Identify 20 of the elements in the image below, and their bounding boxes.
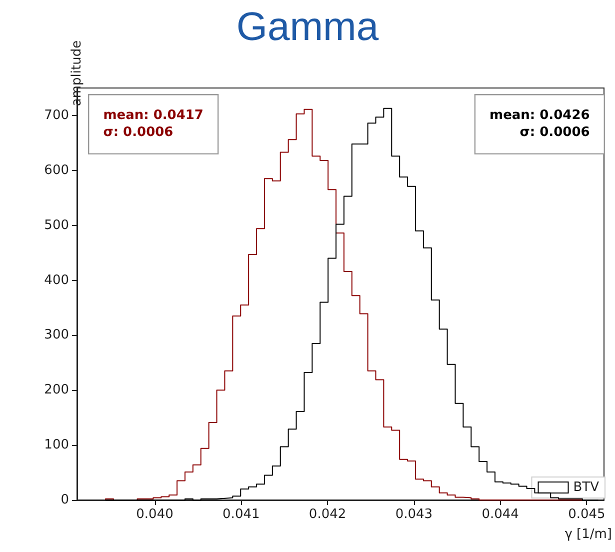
annotation: mean: 0.0417 σ: 0.0006 xyxy=(103,108,204,140)
x-tick-label: 0.045 xyxy=(568,507,606,522)
y-tick-label: 500 xyxy=(44,218,69,233)
y-tick-label: 700 xyxy=(44,108,69,123)
y-tick-label: 400 xyxy=(44,272,69,288)
y-tick-label: 100 xyxy=(44,438,69,453)
chart-title: Gamma xyxy=(236,5,380,49)
x-axis-title: γ [1/m] xyxy=(564,527,612,542)
y-tick-label: 300 xyxy=(44,328,69,343)
x-tick-label: 0.041 xyxy=(222,507,260,522)
x-tick-label: 0.040 xyxy=(136,507,174,522)
y-tick-label: 600 xyxy=(44,162,69,178)
x-tick-label: 0.043 xyxy=(395,507,433,522)
x-tick-label: 0.044 xyxy=(482,507,519,522)
legend-label: BTV xyxy=(573,480,600,495)
x-tick-label: 0.042 xyxy=(308,507,346,522)
y-tick-label: 0 xyxy=(60,492,69,508)
annotation: mean: 0.0426 σ: 0.0006 xyxy=(490,108,590,140)
y-tick-label: 200 xyxy=(44,382,69,398)
y-axis-title: amplitude xyxy=(70,40,84,106)
